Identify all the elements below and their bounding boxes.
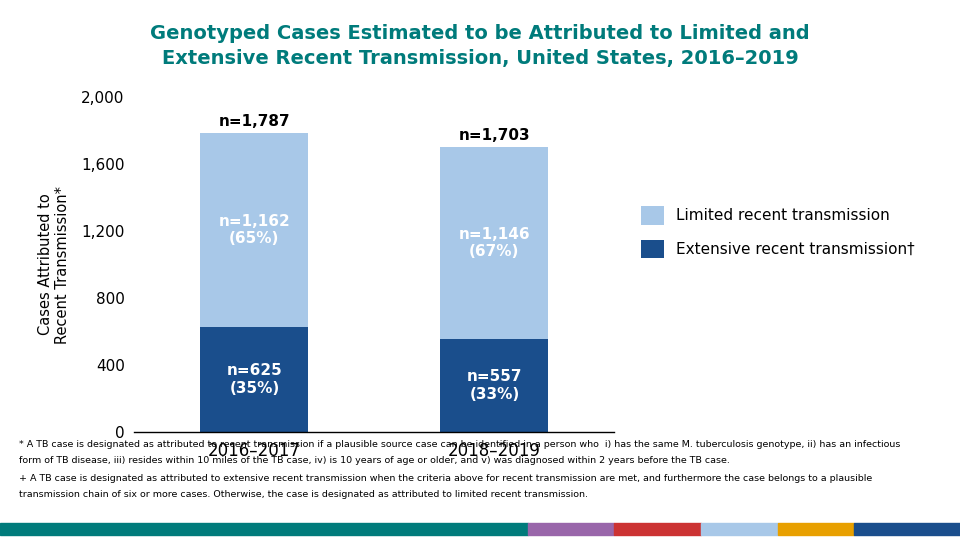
Bar [441,339,548,432]
Text: transmission chain of six or more cases. Otherwise, the case is designated as at: transmission chain of six or more cases.… [19,490,588,500]
Y-axis label: Cases Attributed to
Recent Transmission*: Cases Attributed to Recent Transmission* [37,186,70,343]
Text: n=1,703: n=1,703 [459,128,530,143]
Text: + A TB case is designated as attributed to extensive recent transmission when th: + A TB case is designated as attributed … [19,474,873,483]
Text: n=1,162
(65%): n=1,162 (65%) [219,214,290,246]
Text: form of TB disease, iii) resides within 10 miles of the TB case, iv) is 10 years: form of TB disease, iii) resides within … [19,456,730,465]
Text: n=1,787: n=1,787 [219,114,290,129]
Legend: Limited recent transmission, Extensive recent transmission†: Limited recent transmission, Extensive r… [641,206,915,259]
Text: Genotyped Cases Estimated to be Attributed to Limited and: Genotyped Cases Estimated to be Attribut… [150,24,810,43]
Bar [201,133,308,327]
Text: n=557
(33%): n=557 (33%) [467,369,522,402]
Text: n=625
(35%): n=625 (35%) [227,363,282,396]
Bar [441,147,548,339]
Text: n=1,146
(67%): n=1,146 (67%) [459,227,530,259]
Text: Extensive Recent Transmission, United States, 2016–2019: Extensive Recent Transmission, United St… [161,49,799,68]
Bar [201,327,308,432]
Text: * A TB case is designated as attributed to recent transmission if a plausible so: * A TB case is designated as attributed … [19,440,900,449]
